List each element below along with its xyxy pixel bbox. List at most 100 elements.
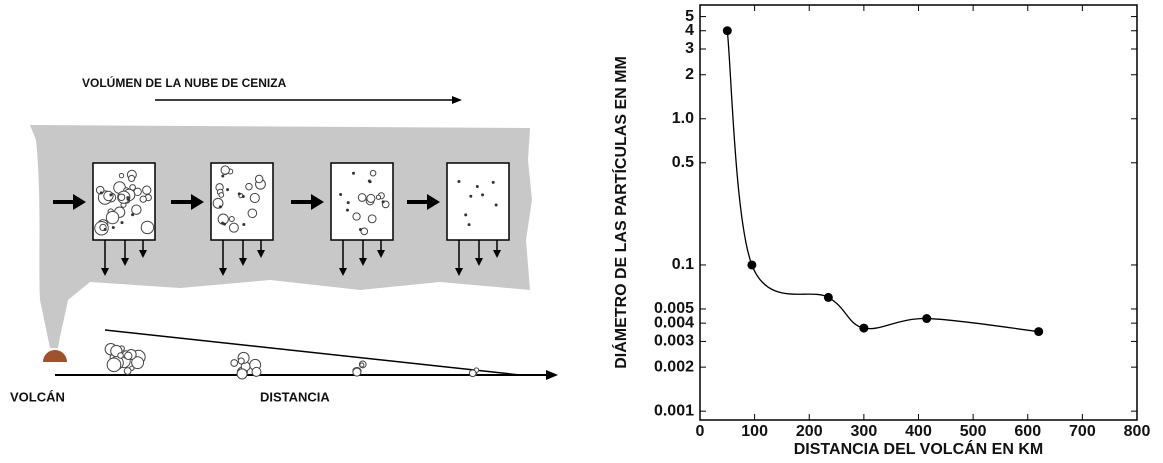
particle <box>140 220 155 235</box>
fine-particle <box>223 222 227 226</box>
particle <box>352 212 361 221</box>
fall-arrow-head <box>121 258 129 266</box>
particle <box>117 193 126 202</box>
fine-particle <box>467 223 471 227</box>
volcano-label: VOLCÁN <box>10 389 65 404</box>
distance-label: DISTANCIA <box>260 389 330 404</box>
fall-arrow-head <box>359 258 367 266</box>
x-tick-label: 200 <box>796 423 823 440</box>
volcano <box>43 350 67 362</box>
fine-particle <box>345 208 349 212</box>
data-point <box>859 323 869 333</box>
ash-cloud-diagram: VOLÚMEN DE LA NUBE DE CENIZA VOLCÁN DIST… <box>10 75 558 404</box>
particle <box>139 195 147 203</box>
particle <box>118 172 125 179</box>
fine-particle <box>237 192 241 196</box>
data-point <box>1034 327 1044 337</box>
y-axis-label: DIÁMETRO DE LAS PARTÍCULAS EN MM <box>611 56 630 369</box>
particle <box>247 208 258 219</box>
deposit-wedge <box>104 329 521 376</box>
fine-particle <box>103 227 107 231</box>
x-tick-label: 700 <box>1069 423 1096 440</box>
fine-particle <box>457 179 461 183</box>
fine-particle <box>381 200 385 204</box>
deposit <box>236 368 248 380</box>
y-tick-label: 0.002 <box>654 358 694 375</box>
deposit <box>230 359 239 367</box>
data-point <box>722 26 732 36</box>
y-tick-label: 0.005 <box>654 300 694 317</box>
x-tick-label: 100 <box>741 423 768 440</box>
fall-arrow-head <box>219 268 227 276</box>
particle <box>128 174 136 183</box>
sample-box <box>446 162 510 241</box>
fine-particle <box>339 193 343 197</box>
fine-particle <box>241 194 245 198</box>
fine-particle <box>226 188 230 192</box>
particle <box>228 222 239 233</box>
fine-particle <box>494 203 498 207</box>
fine-particle <box>464 213 468 217</box>
fall-arrow-head <box>257 250 265 258</box>
fine-particle <box>351 171 355 175</box>
fine-particle <box>481 193 485 197</box>
y-tick-label: 4 <box>685 22 694 39</box>
fine-particle <box>469 194 473 198</box>
particle <box>142 185 152 195</box>
deposit <box>123 367 132 375</box>
x-tick-label: 400 <box>905 423 932 440</box>
arrow-head <box>546 370 558 380</box>
fine-particle <box>111 225 115 229</box>
data-point <box>823 292 833 302</box>
particle <box>249 192 260 204</box>
fine-particle <box>358 227 362 231</box>
deposit <box>352 367 362 377</box>
particle <box>366 193 376 203</box>
y-tick-label: 0.1 <box>672 256 694 273</box>
fine-particle <box>242 223 246 227</box>
fine-particle <box>109 193 113 197</box>
particle <box>357 193 367 202</box>
fine-particle <box>120 221 124 225</box>
fall-arrow-head <box>475 258 483 266</box>
y-tick-label: 0.004 <box>654 314 694 331</box>
particle <box>131 204 142 215</box>
deposit <box>106 357 122 373</box>
data-point <box>747 260 757 270</box>
fall-arrow-head <box>493 250 501 258</box>
cloud-label: VOLÚMEN DE LA NUBE DE CENIZA <box>82 75 287 90</box>
particle <box>245 182 253 191</box>
fall-arrow-head <box>377 250 385 258</box>
fall-arrow-head <box>239 258 247 266</box>
fine-particle <box>126 197 130 201</box>
fall-arrow-head <box>139 250 147 258</box>
deposit <box>359 362 365 368</box>
plot-frame <box>699 4 1138 421</box>
x-tick-label: 600 <box>1014 423 1041 440</box>
particle <box>220 165 230 175</box>
y-tick-label: 5 <box>685 8 694 25</box>
y-tick-label: 0.003 <box>654 333 694 350</box>
deposit <box>131 356 145 370</box>
y-tick-label: 3 <box>685 40 694 57</box>
arrow-head <box>452 96 462 104</box>
deposit <box>124 351 133 360</box>
y-tick-label: 0.5 <box>672 154 694 171</box>
deposit <box>251 366 262 377</box>
fine-particle <box>475 185 479 189</box>
deposit <box>468 369 477 378</box>
fall-arrow-head <box>339 268 347 276</box>
y-tick-label: 1.0 <box>672 110 694 127</box>
fall-arrow-head <box>101 268 109 276</box>
deposit <box>237 357 245 365</box>
fine-particle <box>131 213 135 217</box>
x-tick-label: 800 <box>1124 423 1151 440</box>
x-tick-label: 500 <box>960 423 987 440</box>
particle <box>254 174 264 184</box>
fine-particle <box>346 201 350 205</box>
fine-particle <box>99 191 103 195</box>
particle <box>228 216 235 222</box>
particle <box>367 214 377 224</box>
x-axis-label: DISTANCIA DEL VOLCÁN EN KM <box>794 439 1043 458</box>
